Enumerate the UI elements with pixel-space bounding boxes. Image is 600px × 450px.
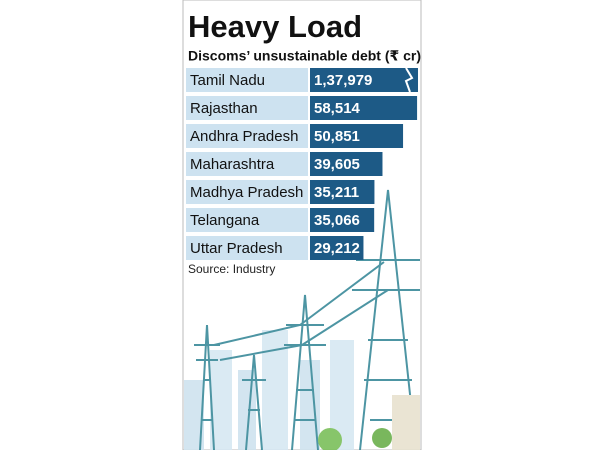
- value-label: 1,37,979: [314, 72, 372, 89]
- category-band: [186, 96, 308, 120]
- value-label: 58,514: [314, 100, 361, 117]
- value-label: 39,605: [314, 156, 360, 173]
- category-label: Andhra Pradesh: [190, 128, 298, 145]
- bar: [310, 208, 375, 232]
- category-label: Telangana: [190, 212, 260, 229]
- value-label: 35,066: [314, 212, 360, 229]
- value-label: 35,211: [314, 184, 359, 201]
- bar: [310, 124, 404, 148]
- category-label: Uttar Pradesh: [190, 240, 283, 257]
- category-band: [186, 236, 308, 260]
- category-label: Maharashtra: [190, 156, 275, 173]
- source: Source: Industry: [188, 262, 275, 276]
- category-label: Madhya Pradesh: [190, 184, 303, 201]
- bar: [310, 152, 383, 176]
- bar: [310, 68, 418, 92]
- category-label: Tamil Nadu: [190, 72, 265, 89]
- bar: [310, 180, 375, 204]
- value-label: 50,851: [314, 128, 360, 145]
- category-band: [186, 208, 308, 232]
- category-band: [186, 124, 308, 148]
- bar-break: [404, 67, 414, 93]
- chart-title: Heavy Load: [188, 9, 362, 44]
- category-band: [186, 68, 308, 92]
- bar: [310, 96, 418, 120]
- chart-subtitle: Discoms’ unsustainable debt (₹ cr): [188, 48, 421, 64]
- value-label: 29,212: [314, 240, 360, 257]
- category-label: Rajasthan: [190, 100, 258, 117]
- bar: [310, 236, 364, 260]
- category-band: [186, 152, 308, 176]
- category-band: [186, 180, 308, 204]
- background-illustration: [184, 189, 420, 450]
